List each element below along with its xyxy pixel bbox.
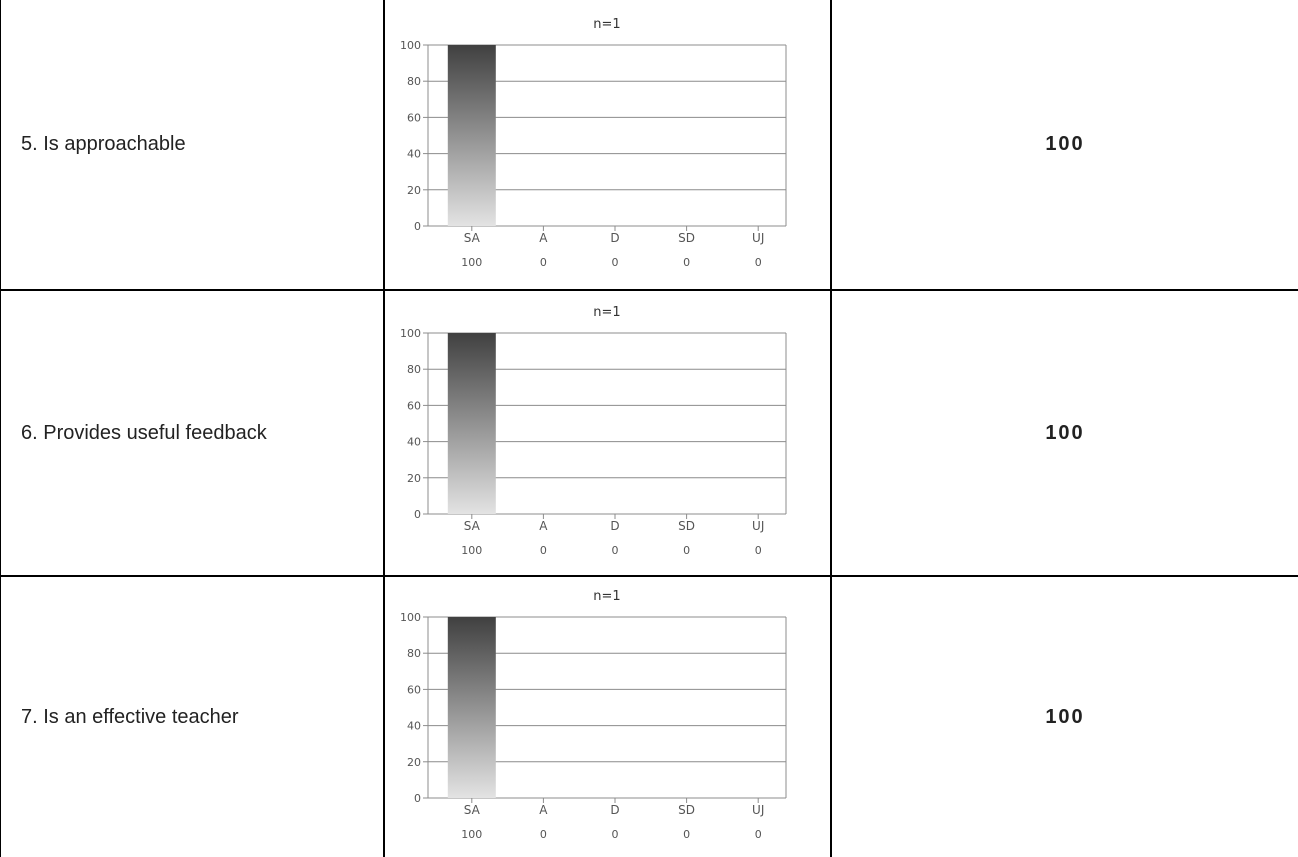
question-row: 5. Is approachable n=1 0 20 40 60 80 100 SA 100 A…	[0, 0, 1298, 290]
data-label: 0	[755, 544, 762, 557]
score-value: 100	[1045, 133, 1085, 155]
y-tick-label: 20	[407, 472, 421, 485]
y-tick-label: 0	[414, 220, 421, 233]
question-text: 6. Provides useful feedback	[21, 421, 267, 444]
y-tick-label: 80	[407, 75, 421, 88]
response-chart: n=1 0 20 40 60 80 100 SA 100 A 0 D 0 SD 0 UJ 0	[400, 17, 787, 269]
x-tick-label: UJ	[752, 231, 764, 245]
x-tick-label: SD	[678, 231, 695, 245]
x-tick-label: UJ	[752, 803, 764, 817]
x-tick-label: SA	[464, 231, 481, 245]
y-tick-label: 60	[407, 683, 421, 696]
y-tick-label: 20	[407, 183, 421, 196]
x-tick-label: A	[539, 231, 548, 245]
data-label: 0	[540, 256, 547, 269]
response-chart: n=1 0 20 40 60 80 100 SA 100 A 0 D 0 SD 0 UJ 0	[400, 305, 787, 557]
data-label: 0	[540, 828, 547, 841]
chart-title: n=1	[593, 17, 620, 32]
question-cell: 7. Is an effective teacher	[0, 575, 385, 857]
score-value: 100	[1045, 421, 1085, 444]
y-tick-label: 80	[407, 647, 421, 660]
data-label: 0	[540, 544, 547, 557]
data-label: 0	[612, 544, 619, 557]
data-label: 100	[461, 828, 482, 841]
question-text: 5. Is approachable	[21, 133, 186, 155]
y-tick-label: 60	[407, 111, 421, 124]
y-tick-label: 0	[414, 508, 421, 521]
y-tick-label: 40	[407, 720, 421, 733]
data-label: 0	[755, 828, 762, 841]
x-tick-label: D	[610, 803, 619, 817]
score-value: 100	[1045, 705, 1085, 728]
bar	[447, 617, 496, 798]
y-tick-label: 0	[414, 792, 421, 805]
y-tick-label: 100	[400, 611, 421, 624]
question-row: 7. Is an effective teacher n=1 0 20 40 60 80 1…	[0, 575, 1298, 857]
score-cell: 100	[831, 289, 1298, 576]
x-tick-label: A	[539, 803, 548, 817]
y-tick-label: 40	[407, 147, 421, 160]
chart-cell: n=1 0 20 40 60 80 100 SA 100 A 0 D 0 SD 0 UJ 0	[384, 289, 832, 576]
x-tick-label: SD	[678, 803, 695, 817]
data-label: 0	[755, 256, 762, 269]
y-tick-label: 20	[407, 756, 421, 769]
score-cell: 100	[831, 575, 1298, 857]
question-cell: 6. Provides useful feedback	[0, 289, 385, 576]
x-tick-label: UJ	[752, 519, 764, 533]
chart-cell: n=1 0 20 40 60 80 100 SA 100 A 0 D 0 SD 0 UJ 0	[384, 0, 832, 290]
chart-cell: n=1 0 20 40 60 80 100 SA 100 A 0 D 0 SD 0 UJ 0	[384, 575, 832, 857]
y-tick-label: 80	[407, 363, 421, 376]
y-tick-label: 100	[400, 39, 421, 52]
y-tick-label: 100	[400, 327, 421, 340]
chart-title: n=1	[593, 589, 620, 604]
y-tick-label: 40	[407, 436, 421, 449]
x-tick-label: SA	[464, 803, 481, 817]
data-label: 0	[612, 256, 619, 269]
x-tick-label: D	[610, 519, 619, 533]
x-tick-label: D	[610, 231, 619, 245]
question-text: 7. Is an effective teacher	[21, 705, 239, 728]
x-tick-label: A	[539, 519, 548, 533]
data-label: 100	[461, 544, 482, 557]
data-label: 100	[461, 256, 482, 269]
score-cell: 100	[831, 0, 1298, 290]
chart-title: n=1	[593, 305, 620, 320]
data-label: 0	[683, 256, 690, 269]
x-tick-label: SD	[678, 519, 695, 533]
data-label: 0	[683, 828, 690, 841]
question-row: 6. Provides useful feedback n=1 0 20 40 60 80…	[0, 289, 1298, 576]
bar	[447, 333, 496, 514]
question-cell: 5. Is approachable	[0, 0, 385, 290]
response-chart: n=1 0 20 40 60 80 100 SA 100 A 0 D 0 SD 0 UJ 0	[400, 589, 787, 841]
data-label: 0	[612, 828, 619, 841]
y-tick-label: 60	[407, 399, 421, 412]
x-tick-label: SA	[464, 519, 481, 533]
bar	[447, 44, 496, 226]
data-label: 0	[683, 544, 690, 557]
